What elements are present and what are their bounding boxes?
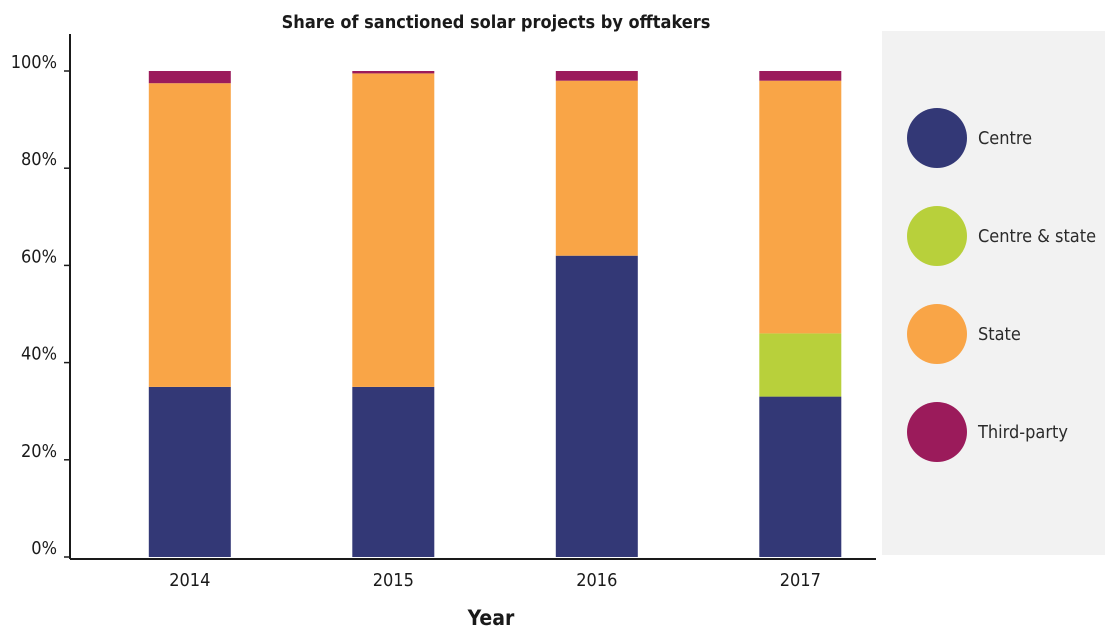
bar-2017-series-0 [759, 396, 842, 557]
y-tick-label: 60% [21, 246, 57, 267]
bar-2017-series-1 [759, 333, 842, 397]
legend-swatch [907, 206, 967, 266]
bar-2016-series-0 [555, 255, 638, 557]
y-tick-label: 40% [21, 344, 57, 365]
y-axis-ticks: 0% 20% 40% 60% 80% 100% [11, 52, 70, 559]
bar-2014-series-2 [148, 83, 231, 387]
bar-2015-series-3 [352, 71, 435, 74]
legend-item: Third-party [907, 402, 1068, 462]
legend-label: Centre & state [978, 226, 1096, 247]
bar-2014-series-0 [148, 386, 231, 557]
y-tick-label: 80% [21, 149, 57, 170]
legend-swatch [907, 402, 967, 462]
bar-2014-series-3 [148, 71, 231, 84]
legend-item: State [907, 304, 1021, 364]
legend-label: Third-party [977, 422, 1068, 443]
bar-2015-series-2 [352, 73, 435, 387]
y-tick-label: 20% [21, 441, 57, 462]
x-axis-ticks: 2014 2015 2016 2017 [169, 570, 821, 591]
x-tick-label: 2016 [576, 570, 617, 591]
legend-label: Centre [978, 128, 1032, 149]
x-tick-label: 2014 [169, 570, 210, 591]
legend: Centre Centre & state State Third-party [907, 108, 1096, 462]
legend-item: Centre & state [907, 206, 1096, 266]
legend-swatch [907, 304, 967, 364]
y-tick-label: 100% [11, 52, 57, 73]
bar-2016-series-3 [555, 71, 638, 81]
legend-swatch [907, 108, 967, 168]
x-tick-label: 2015 [373, 570, 414, 591]
bar-2016-series-2 [555, 80, 638, 256]
bar-2017-series-2 [759, 80, 842, 334]
bar-2015-series-0 [352, 386, 435, 557]
x-tick-label: 2017 [780, 570, 821, 591]
legend-panel [882, 31, 1105, 555]
x-axis-label: Year [467, 606, 515, 630]
chart-title: Share of sanctioned solar projects by of… [282, 12, 711, 33]
bar-2017-series-3 [759, 71, 842, 81]
legend-label: State [978, 324, 1021, 345]
y-tick-label: 0% [31, 538, 57, 559]
bars-layer [148, 71, 842, 557]
legend-item: Centre [907, 108, 1032, 168]
